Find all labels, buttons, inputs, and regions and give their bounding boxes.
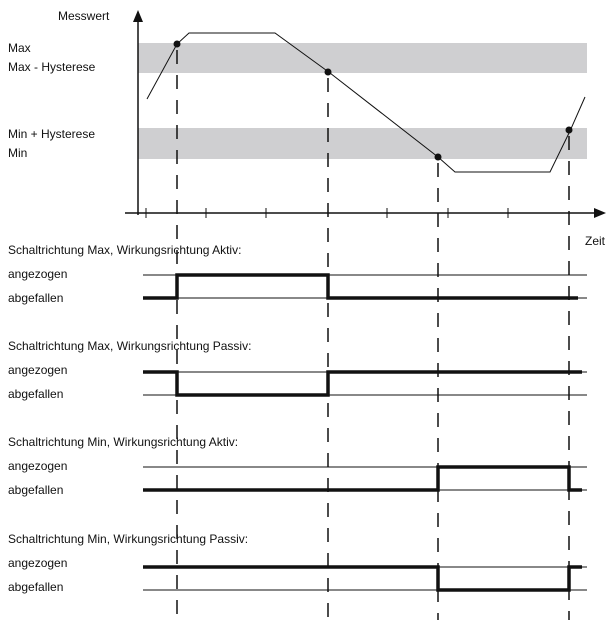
- de-energized-label: abgefallen: [8, 483, 63, 497]
- relay-signal: [143, 465, 582, 492]
- energized-label: angezogen: [8, 363, 67, 377]
- min-hysteresis-label: Min + Hysterese: [8, 127, 95, 141]
- y-axis-arrow: [133, 10, 143, 22]
- switch-point: [434, 153, 442, 161]
- relay-signal: [143, 565, 582, 592]
- energized-label: angezogen: [8, 459, 67, 473]
- panel-title: Schaltrichtung Min, Wirkungsrichtung Akt…: [8, 435, 238, 449]
- relay-signal: [143, 273, 578, 300]
- panel-title: Schaltrichtung Max, Wirkungsrichtung Pas…: [8, 339, 251, 353]
- x-axis-label: Zeit: [585, 234, 606, 248]
- max-hysteresis-label: Max - Hysterese: [8, 60, 96, 74]
- min-hysteresis-band: [138, 128, 587, 159]
- max-label: Max: [8, 41, 31, 55]
- switch-points: [173, 40, 573, 161]
- switch-point: [324, 68, 332, 76]
- panel-title: Schaltrichtung Max, Wirkungsrichtung Akt…: [8, 243, 241, 257]
- y-axis-label: Messwert: [58, 9, 110, 23]
- relay-signal: [143, 370, 582, 397]
- switch-point: [565, 126, 573, 134]
- x-axis-arrow: [594, 208, 606, 218]
- panel-min-passive: Schaltrichtung Min, Wirkungsrichtung Pas…: [8, 532, 587, 594]
- panel-max-active: Schaltrichtung Max, Wirkungsrichtung Akt…: [8, 243, 587, 305]
- min-label: Min: [8, 146, 27, 160]
- energized-label: angezogen: [8, 267, 67, 281]
- panel-max-passive: Schaltrichtung Max, Wirkungsrichtung Pas…: [8, 339, 587, 401]
- switch-point: [173, 40, 181, 48]
- de-energized-label: abgefallen: [8, 291, 63, 305]
- measurement-curve: [146, 32, 586, 173]
- max-hysteresis-band: [138, 43, 587, 73]
- x-ticks: [145, 208, 509, 218]
- axes: [125, 18, 596, 215]
- de-energized-label: abgefallen: [8, 387, 63, 401]
- energized-label: angezogen: [8, 556, 67, 570]
- de-energized-label: abgefallen: [8, 580, 63, 594]
- dashed-guides: [176, 50, 570, 620]
- panel-title: Schaltrichtung Min, Wirkungsrichtung Pas…: [8, 532, 248, 546]
- panel-min-active: Schaltrichtung Min, Wirkungsrichtung Akt…: [8, 435, 587, 497]
